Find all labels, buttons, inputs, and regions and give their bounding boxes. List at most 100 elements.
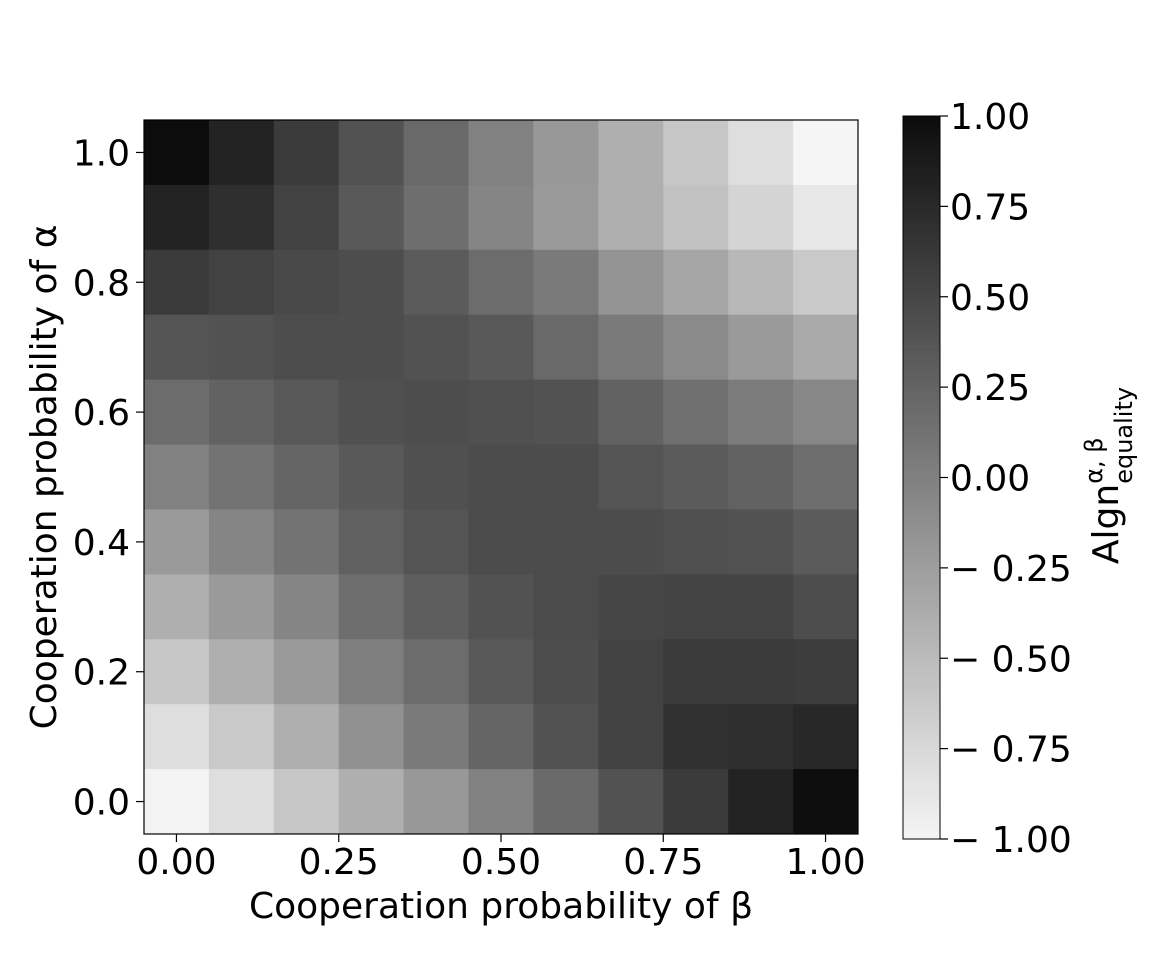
heatmap-cell (403, 120, 470, 186)
heatmap-cell (208, 379, 275, 446)
heatmap-cell (663, 509, 729, 575)
heatmap-cell (728, 249, 794, 316)
colorbar-segment (903, 591, 940, 599)
colorbar-segment (903, 459, 940, 467)
heatmap-cell (273, 379, 340, 446)
colorbar-segment (903, 272, 940, 280)
heatmap-cell (728, 769, 794, 835)
y-tick-label: 0.0 (73, 783, 130, 824)
heatmap-cell (533, 509, 599, 575)
colorbar-segment (903, 736, 940, 744)
colorbar-segment (903, 146, 940, 153)
heatmap-cell (728, 704, 794, 770)
heatmap-cell (598, 444, 664, 510)
heatmap-cell (338, 574, 405, 640)
colorbar-segment (903, 622, 940, 629)
heatmap-cell (728, 574, 794, 640)
heatmap-cell (533, 639, 599, 705)
colorbar-label-sub: equality (1110, 387, 1138, 484)
colorbar-segment (903, 134, 940, 141)
heatmap-cell (273, 184, 340, 251)
heatmap-cell (728, 184, 794, 251)
colorbar-segment (903, 465, 940, 473)
colorbar-segment (903, 314, 940, 322)
colorbar-segment (903, 742, 940, 750)
colorbar-segment (903, 236, 940, 244)
colorbar-segment (903, 242, 940, 250)
heatmap-cell (403, 574, 470, 640)
colorbar-segment (903, 248, 940, 256)
heatmap-cell (663, 249, 729, 316)
heatmap-cell (598, 704, 664, 770)
colorbar-segment (903, 537, 940, 545)
colorbar-segment (903, 296, 940, 304)
colorbar-segment (903, 712, 940, 720)
colorbar-segment (903, 658, 940, 665)
heatmap-cell (144, 184, 210, 251)
colorbar-segment (903, 507, 940, 515)
heatmap-cell (273, 444, 340, 510)
heatmap-cell (144, 704, 210, 770)
heatmap-cell (728, 379, 794, 446)
colorbar-segment (903, 176, 940, 183)
colorbar-tick-label: 0.00 (950, 459, 1030, 500)
heatmap-cells (144, 120, 859, 835)
colorbar-segment (903, 808, 940, 816)
colorbar-segment (903, 194, 940, 201)
heatmap-cell (208, 574, 275, 640)
heatmap-cell (793, 444, 859, 510)
colorbar-segment (903, 489, 940, 497)
heatmap-cell (338, 509, 405, 575)
colorbar-segment (903, 224, 940, 232)
colorbar-segment (903, 212, 940, 220)
x-tick-label: 0.75 (623, 842, 703, 883)
colorbar-segment (903, 531, 940, 539)
heatmap-cell (598, 769, 664, 835)
heatmap-cell (468, 379, 534, 446)
heatmap-cell (208, 704, 275, 770)
heatmap-cell (468, 184, 534, 251)
heatmap-cell (273, 574, 340, 640)
heatmap-cell (793, 120, 859, 186)
colorbar-segment (903, 375, 940, 382)
heatmap-cell (533, 249, 599, 316)
heatmap-cell (338, 314, 405, 381)
colorbar-segment (903, 332, 940, 340)
colorbar-label: Algnα, βequality (1080, 387, 1138, 564)
heatmap-cell (403, 314, 470, 381)
colorbar-segment (903, 140, 940, 147)
heatmap-cell (728, 444, 794, 510)
colorbar-segment (903, 471, 940, 479)
colorbar-segment (903, 748, 940, 756)
colorbar-segment (903, 266, 940, 274)
colorbar-segment (903, 158, 940, 165)
heatmap-cell (533, 444, 599, 510)
heatmap-cell (144, 769, 210, 835)
colorbar-segment (903, 260, 940, 268)
colorbar-segment (903, 652, 940, 659)
colorbar-segment (903, 453, 940, 461)
colorbar-segment (903, 116, 940, 123)
heatmap-cell (273, 639, 340, 705)
heatmap-cell (144, 379, 210, 446)
x-tick-label: 0.00 (136, 842, 216, 883)
colorbar-segment (903, 495, 940, 503)
colorbar-segment (903, 766, 940, 774)
colorbar-label-sup: α, β (1080, 437, 1108, 483)
colorbar-segment (903, 308, 940, 316)
heatmap-cell (533, 120, 599, 186)
heatmap-cell (403, 704, 470, 770)
heatmap-cell (533, 574, 599, 640)
heatmap-cell (598, 184, 664, 251)
colorbar-segment (903, 182, 940, 189)
heatmap-cell (598, 249, 664, 316)
colorbar-segment (903, 381, 940, 388)
colorbar-segment (903, 724, 940, 732)
heatmap-cell (208, 120, 275, 186)
colorbar-segment (903, 513, 940, 521)
colorbar-segment (903, 278, 940, 286)
heatmap-cell (468, 704, 534, 770)
colorbar-segment (903, 387, 940, 394)
colorbar-segment (903, 555, 940, 563)
